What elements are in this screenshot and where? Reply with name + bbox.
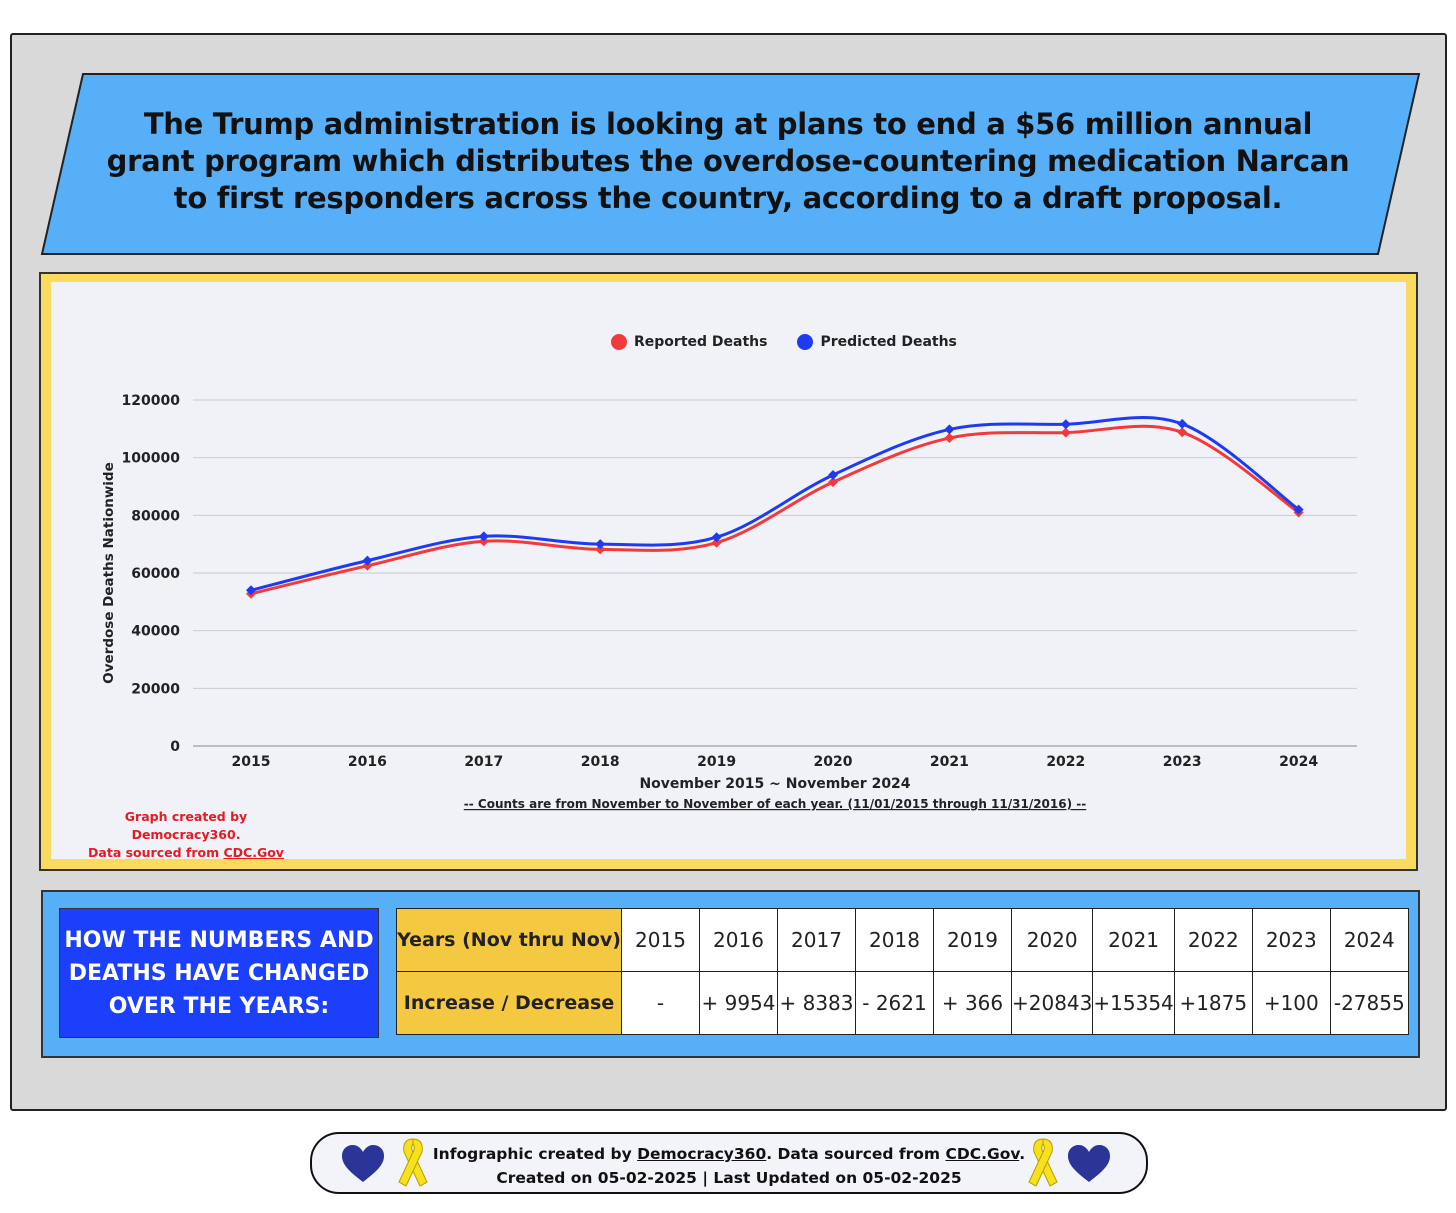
change-cell: +1875 bbox=[1173, 971, 1253, 1035]
x-tick-label: 2017 bbox=[464, 754, 503, 770]
year-cell: 2021 bbox=[1092, 908, 1175, 972]
x-tick-label: 2019 bbox=[697, 754, 736, 770]
y-axis-label: Overdose Deaths Nationwide bbox=[101, 462, 117, 683]
chart-credit: Graph created by Democracy360. Data sour… bbox=[71, 808, 301, 862]
footer-dates: Created on 05-02-2025 | Last Updated on … bbox=[496, 1169, 962, 1187]
legend-reported-label: Reported Deaths bbox=[634, 334, 768, 350]
reported-swatch bbox=[611, 334, 627, 350]
x-tick-label: 2022 bbox=[1046, 754, 1085, 770]
x-tick-label: 2024 bbox=[1279, 754, 1318, 770]
predicted-point bbox=[1060, 419, 1071, 430]
footer-text: Infographic created by Democracy360. Dat… bbox=[432, 1142, 1026, 1190]
footer-suffix: . bbox=[1019, 1145, 1026, 1163]
reported-point bbox=[944, 433, 955, 444]
line-chart: 0 20000 40000 60000 80000 100000 120000 2015 201… bbox=[101, 393, 1357, 811]
footer-line-1: Infographic created by Democracy360. Dat… bbox=[432, 1142, 1026, 1166]
year-cell: 2023 bbox=[1251, 908, 1331, 972]
year-cell: 2019 bbox=[933, 908, 1012, 972]
reported-point bbox=[1060, 427, 1071, 438]
change-cell: - bbox=[621, 971, 700, 1035]
reported-point bbox=[1177, 427, 1188, 438]
predicted-point bbox=[478, 531, 489, 542]
predicted-deaths-line bbox=[250, 415, 1300, 592]
reported-deaths-line bbox=[250, 424, 1300, 596]
reported-point bbox=[711, 537, 722, 548]
credit-line-2: Data sourced from CDC.Gov bbox=[71, 844, 301, 862]
y-tick-label: 80000 bbox=[131, 508, 180, 524]
year-cell: 2017 bbox=[777, 908, 856, 972]
years-header: Years (Nov thru Nov) bbox=[396, 908, 622, 972]
x-tick-label: 2018 bbox=[581, 754, 620, 770]
predicted-swatch bbox=[797, 334, 814, 350]
change-cell: + 9954 bbox=[699, 971, 778, 1035]
change-cell: +15354 bbox=[1092, 971, 1175, 1035]
y-tick-label: 120000 bbox=[122, 393, 181, 409]
y-tick-label: 20000 bbox=[131, 681, 180, 697]
heart-icon bbox=[342, 1145, 384, 1182]
changes-table: Years (Nov thru Nov) 2015 2016 2017 2018… bbox=[396, 908, 1409, 1035]
year-cell: 2024 bbox=[1329, 908, 1409, 972]
changes-title: HOW THE NUMBERS AND DEATHS HAVE CHANGED … bbox=[59, 908, 379, 1038]
predicted-point bbox=[246, 585, 256, 596]
x-tick-label: 2016 bbox=[348, 754, 387, 770]
footer-middle: . Data sourced from bbox=[766, 1145, 946, 1163]
reported-point bbox=[362, 560, 373, 571]
year-cell: 2018 bbox=[855, 908, 934, 972]
reported-point bbox=[595, 544, 606, 555]
changes-panel: HOW THE NUMBERS AND DEATHS HAVE CHANGED … bbox=[41, 890, 1420, 1058]
x-tick-label: 2021 bbox=[930, 754, 969, 770]
credit-line-1: Graph created by Democracy360. bbox=[124, 809, 248, 842]
x-tick-label: 2020 bbox=[814, 754, 853, 770]
year-cell: 2020 bbox=[1010, 908, 1094, 972]
predicted-point bbox=[1177, 418, 1188, 429]
y-tick-label: 40000 bbox=[131, 624, 180, 640]
cdc-link[interactable]: CDC.Gov bbox=[223, 845, 284, 860]
footer-creator-link[interactable]: Democracy360 bbox=[637, 1145, 767, 1163]
chart-panel: 0 20000 40000 60000 80000 100000 120000 2015 201… bbox=[51, 282, 1406, 862]
legend-reported: Reported Deaths bbox=[611, 334, 767, 350]
x-axis-label: November 2015 ~ November 2024 bbox=[639, 776, 910, 792]
footer-source-link[interactable]: CDC.Gov bbox=[945, 1145, 1020, 1163]
chart-note: -- Counts are from November to November … bbox=[464, 797, 1086, 811]
ribbon-icon bbox=[398, 1138, 428, 1187]
footer-prefix: Infographic created by bbox=[432, 1145, 638, 1163]
change-cell: - 2621 bbox=[855, 971, 934, 1035]
legend-predicted: Predicted Deaths bbox=[797, 334, 957, 350]
heart-icon bbox=[1068, 1145, 1110, 1182]
predicted-point bbox=[1293, 504, 1304, 515]
change-cell: + 366 bbox=[933, 971, 1012, 1035]
year-cell: 2016 bbox=[699, 908, 778, 972]
year-cell: 2022 bbox=[1173, 908, 1253, 972]
predicted-point bbox=[711, 532, 722, 543]
year-cell: 2015 bbox=[621, 908, 700, 972]
ribbon-icon bbox=[1028, 1138, 1058, 1187]
x-tick-label: 2023 bbox=[1163, 754, 1202, 770]
legend-predicted-label: Predicted Deaths bbox=[820, 334, 957, 350]
changes-row: Increase / Decrease - + 9954 + 8383 - 26… bbox=[396, 971, 1409, 1035]
predicted-point bbox=[944, 424, 955, 435]
change-cell: -27855 bbox=[1329, 971, 1409, 1035]
x-tick-label: 2015 bbox=[232, 754, 271, 770]
credit-prefix: Data sourced from bbox=[88, 845, 224, 860]
reported-point bbox=[828, 477, 838, 488]
y-tick-label: 0 bbox=[170, 739, 180, 755]
years-row: Years (Nov thru Nov) 2015 2016 2017 2018… bbox=[396, 908, 1409, 972]
change-header: Increase / Decrease bbox=[396, 971, 622, 1035]
headline-text: The Trump administration is looking at p… bbox=[106, 107, 1350, 215]
chart-frame: 0 20000 40000 60000 80000 100000 120000 2015 201… bbox=[39, 272, 1418, 871]
change-cell: +100 bbox=[1251, 971, 1331, 1035]
y-tick-label: 100000 bbox=[122, 451, 181, 467]
y-tick-label: 60000 bbox=[131, 566, 180, 582]
predicted-point bbox=[362, 555, 373, 566]
predicted-point bbox=[595, 539, 606, 550]
change-cell: + 8383 bbox=[777, 971, 856, 1035]
change-cell: +20843 bbox=[1010, 971, 1094, 1035]
footer-credit: Infographic created by Democracy360. Dat… bbox=[310, 1132, 1148, 1194]
predicted-point bbox=[828, 469, 838, 480]
headline-banner bbox=[40, 73, 1421, 255]
chart-legend: Reported Deaths Predicted Deaths bbox=[611, 334, 957, 350]
